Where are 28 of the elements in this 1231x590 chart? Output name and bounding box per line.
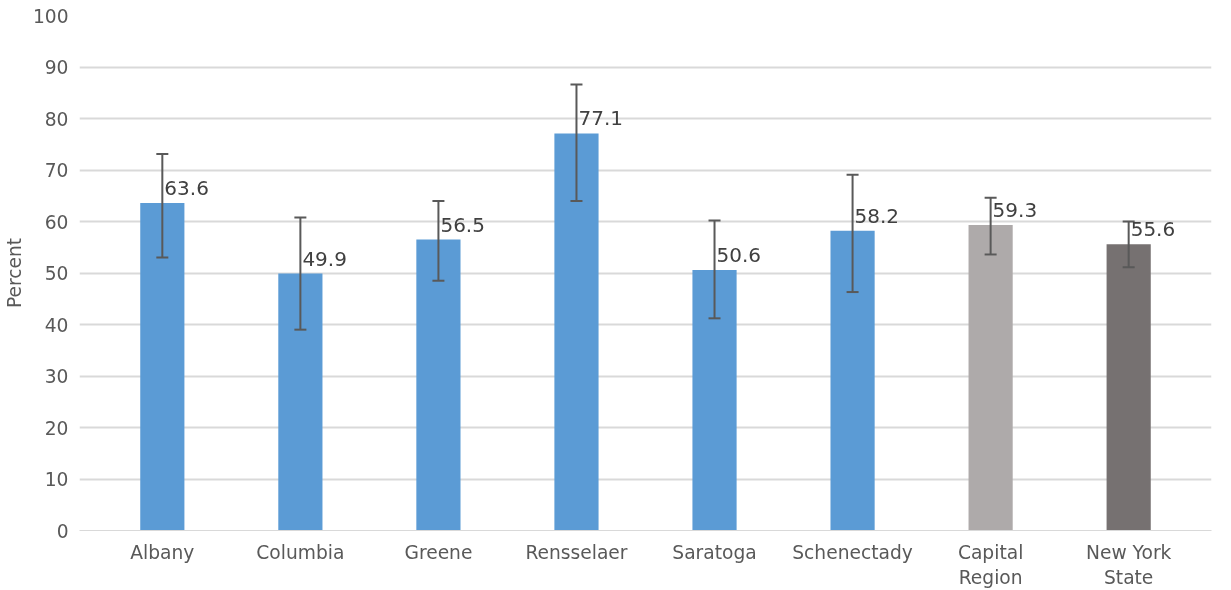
x-tick-label: Albany <box>130 541 195 563</box>
y-axis-title: Percent <box>3 237 25 309</box>
y-tick-label: 50 <box>44 263 69 284</box>
data-label: 50.6 <box>716 242 762 267</box>
data-label: 59.3 <box>992 198 1038 223</box>
x-tick-label: Greene <box>404 541 473 563</box>
y-tick-label: 60 <box>44 211 69 233</box>
x-tick-label: New York State <box>1085 541 1172 588</box>
y-tick-label: 40 <box>44 314 69 336</box>
data-label: 63.6 <box>164 175 209 200</box>
y-tick-label: 30 <box>44 366 69 387</box>
x-tick-label: Rensselaer <box>525 541 628 563</box>
x-tick-label: Capital Region <box>957 541 1024 588</box>
data-label: 56.5 <box>440 212 485 237</box>
data-label: 49.9 <box>302 246 347 271</box>
y-tick-label: 90 <box>44 57 69 78</box>
y-tick-label: 10 <box>44 469 69 490</box>
data-label: 55.6 <box>1130 217 1176 242</box>
x-tick-label: Saratoga <box>672 541 757 563</box>
x-tick-label: Columbia <box>256 541 345 563</box>
y-tick-label: 20 <box>44 417 69 439</box>
data-label: 58.2 <box>854 203 900 228</box>
y-tick-label: 100 <box>32 5 69 27</box>
y-tick-label: 70 <box>44 160 69 181</box>
y-tick-label: 80 <box>44 108 69 130</box>
data-label: 77.1 <box>578 106 624 131</box>
y-tick-label: 0 <box>56 520 69 542</box>
x-tick-label: Schenectady <box>792 541 913 563</box>
